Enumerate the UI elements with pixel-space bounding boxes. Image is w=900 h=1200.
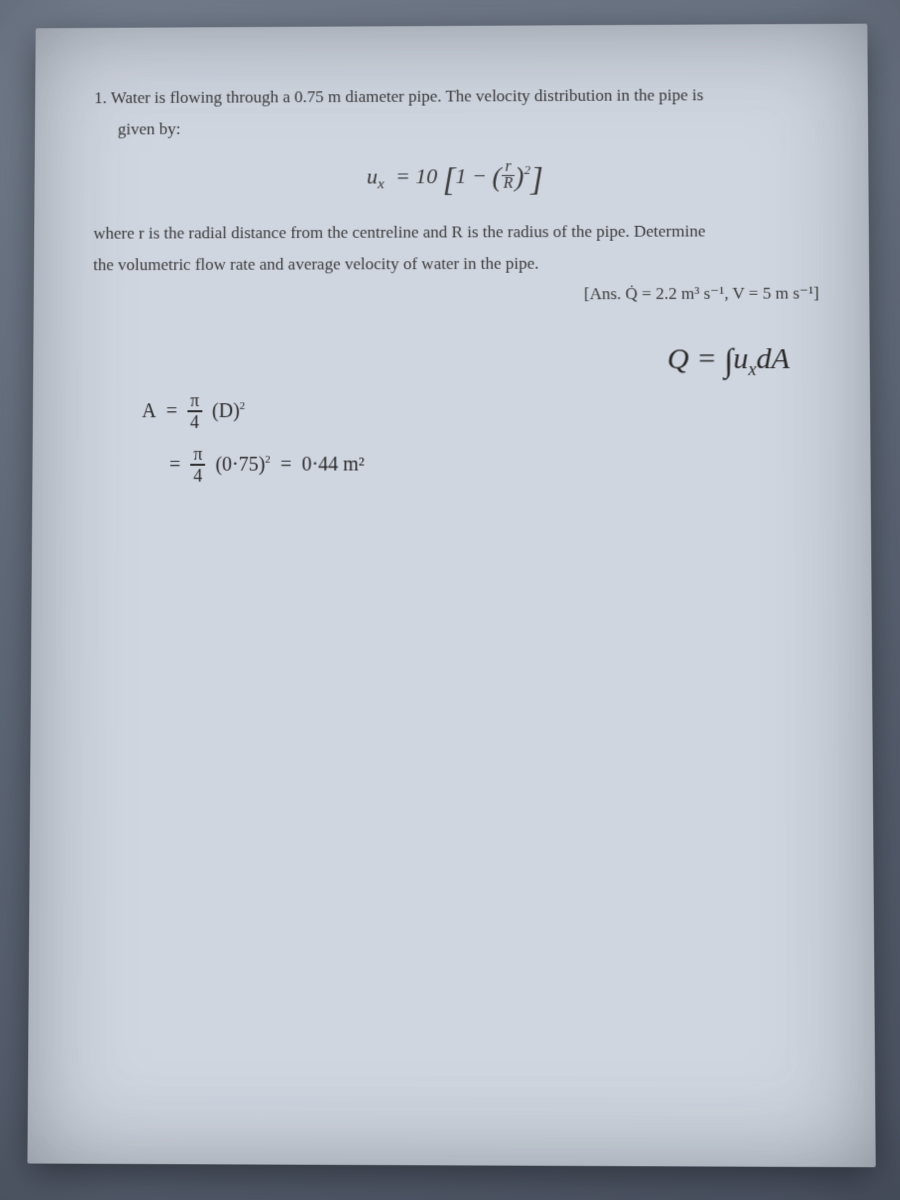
- ref-dA: dA: [756, 342, 790, 375]
- hw-diam-text: (D): [212, 400, 240, 422]
- eq-coef: 10: [416, 163, 438, 188]
- eq-fraction: rR: [501, 159, 515, 191]
- eq-lhs-var: u: [367, 163, 378, 188]
- hw-eq2: =: [169, 450, 180, 480]
- hw-A: A: [142, 396, 156, 426]
- hw-line-2: = π 4 (0·75)2 = 0·44 m²: [141, 445, 364, 485]
- hw-diam: (D)2: [212, 396, 245, 426]
- problem-statement-line2: given by:: [94, 114, 818, 141]
- where-line1: where r is the radial distance from the …: [93, 219, 819, 245]
- reference-equation: Q = ∫uxdA: [667, 340, 790, 380]
- answer-line: [Ans. Q̇ = 2.2 m³ s⁻¹, V = 5 m s⁻¹]: [93, 282, 819, 308]
- paren-left: (: [492, 160, 501, 191]
- problem-text-1: Water is flowing through a 0.75 m diamet…: [111, 86, 704, 108]
- where-line2: the volumetric flow rate and average vel…: [93, 250, 819, 276]
- velocity-equation: ux = 10 [1 − (rR)2]: [94, 156, 819, 205]
- hw-frac-2: π 4: [190, 445, 205, 485]
- problem-number: 1.: [94, 88, 107, 107]
- ref-Q: Q: [667, 343, 689, 376]
- ref-u-sub: x: [748, 359, 756, 379]
- hw-diam-exp: 2: [240, 401, 246, 413]
- hw-val-exp: 2: [265, 454, 271, 466]
- eq-frac-num: r: [501, 159, 515, 176]
- integral-sign: ∫: [724, 343, 733, 380]
- hw-frac2-num: π: [190, 445, 205, 466]
- problem-block: 1. Water is flowing through a 0.75 m dia…: [93, 83, 819, 308]
- hw-eq1: =: [166, 396, 177, 426]
- bracket-right: ]: [531, 162, 544, 198]
- hw-result: 0·44 m²: [302, 450, 365, 480]
- hw-val-text: (0·75): [215, 454, 265, 476]
- hw-frac2-den: 4: [190, 466, 205, 485]
- problem-statement-line1: 1. Water is flowing through a 0.75 m dia…: [94, 83, 818, 110]
- hw-res-eq: =: [280, 450, 291, 480]
- worksheet-page: 1. Water is flowing through a 0.75 m dia…: [27, 24, 875, 1168]
- bracket-left: [: [443, 162, 456, 198]
- eq-lhs-sub: x: [378, 175, 385, 192]
- eq-frac-den: R: [501, 176, 515, 192]
- ref-u: u: [733, 342, 748, 375]
- hw-frac-1: π 4: [187, 391, 202, 431]
- hw-frac1-den: 4: [187, 412, 202, 431]
- ref-eq-sign: =: [696, 342, 716, 375]
- handwritten-work: A = π 4 (D)2 = π 4 (0·75)2 = 0·44 m²: [141, 391, 364, 499]
- hw-line-1: A = π 4 (D)2: [142, 391, 365, 431]
- hw-val: (0·75)2: [215, 450, 270, 480]
- hw-frac1-num: π: [187, 391, 202, 412]
